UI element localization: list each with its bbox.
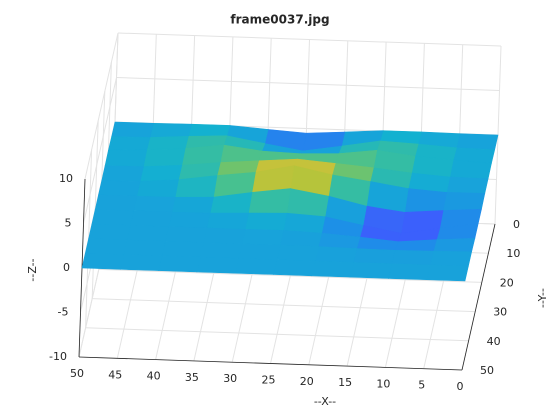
surface-cell (123, 239, 166, 257)
surface-cell (273, 259, 316, 277)
surface-cell (101, 165, 144, 182)
x-tick-label: 25 (262, 374, 276, 387)
y-tick-label: 50 (480, 364, 494, 377)
surface-cell (98, 180, 141, 197)
surface-cell (238, 243, 281, 261)
surface-cell (241, 229, 284, 246)
surface-cell (158, 255, 201, 273)
surface-cell (429, 250, 472, 267)
surface-cell (283, 212, 326, 234)
surface-cell (143, 148, 186, 167)
surface-cell (161, 241, 204, 258)
y-tick-label: 20 (500, 276, 514, 289)
surface-cell (314, 246, 358, 263)
x-tick-label: 20 (300, 375, 314, 388)
z-axis-label: --Z-- (26, 258, 39, 281)
surface-cell (164, 226, 208, 244)
surface-cell (136, 179, 179, 198)
x-tick-label: 45 (108, 368, 122, 381)
surface-cell (84, 238, 128, 256)
surface-cell (353, 248, 396, 265)
z-tick-label: 5 (65, 217, 72, 230)
y-axis-label: --Y-- (536, 288, 549, 308)
surface-cell (442, 192, 486, 211)
z-tick-label: 10 (59, 172, 73, 185)
surface-cell (196, 256, 239, 274)
surface-cell (146, 135, 189, 150)
surface-cell (388, 263, 431, 281)
surface-cell (139, 164, 183, 182)
surface-cell (449, 159, 492, 180)
y-tick-label: 0 (513, 218, 520, 231)
grid-line (98, 268, 482, 283)
axis-line (461, 223, 496, 371)
y-tick-label: 10 (506, 247, 520, 260)
x-tick-label: 50 (70, 367, 84, 380)
surface-cell (404, 188, 447, 213)
x-tick-label: 15 (338, 376, 352, 389)
x-tick-label: 35 (185, 371, 199, 384)
surface-cell (171, 196, 214, 214)
surface-cell (111, 121, 154, 138)
z-tick-label: 0 (63, 261, 70, 274)
grid-line (116, 77, 500, 91)
surface-cell (311, 260, 354, 278)
x-tick-label: 10 (376, 377, 390, 390)
surface-cell (279, 230, 323, 247)
chart-title: frame0037.jpg (230, 13, 329, 27)
surface-cell (88, 223, 131, 241)
grid-line (117, 32, 502, 47)
surface-cell (108, 136, 151, 151)
x-tick-label: 40 (147, 370, 161, 383)
surface-cell (456, 133, 499, 150)
grid-line (84, 32, 119, 180)
z-tick-label: -5 (58, 306, 69, 319)
y-tick-label: 30 (493, 306, 507, 319)
grid-line (83, 77, 117, 224)
x-tick-label: 0 (457, 380, 464, 393)
axis-line (78, 356, 463, 371)
surface-cell (119, 254, 163, 271)
x-tick-label: 30 (223, 372, 237, 385)
surface-cell (394, 239, 437, 252)
x-tick-label: 5 (418, 379, 425, 392)
grid-line (92, 298, 476, 313)
surface-cell (234, 258, 278, 275)
surface-cell (203, 227, 246, 245)
surface-cell (188, 123, 231, 137)
surface-cell (91, 209, 134, 226)
surface-cell (244, 212, 288, 231)
surface-cell (149, 122, 193, 138)
z-tick-label: -10 (49, 350, 67, 363)
surface-cell (391, 250, 434, 266)
surface-cell (129, 210, 173, 228)
surface-cell (133, 195, 176, 213)
surface-cell (199, 242, 243, 259)
x-axis-label: --X-- (314, 395, 336, 408)
surface-cell (181, 144, 225, 166)
y-tick-label: 40 (487, 335, 501, 348)
grid-line (85, 327, 469, 342)
surface-cell (349, 262, 393, 279)
surface-cell (426, 264, 469, 282)
surface-cell (94, 194, 138, 212)
surface-cell (206, 212, 249, 230)
surface-cell (126, 225, 169, 242)
surface-cell (168, 211, 211, 229)
surface-cell (432, 238, 476, 253)
surface-cell (446, 176, 489, 194)
surface-cell (248, 188, 291, 214)
surface-cell (81, 253, 124, 270)
surface-cell (104, 149, 148, 167)
surface-cell (276, 244, 319, 262)
